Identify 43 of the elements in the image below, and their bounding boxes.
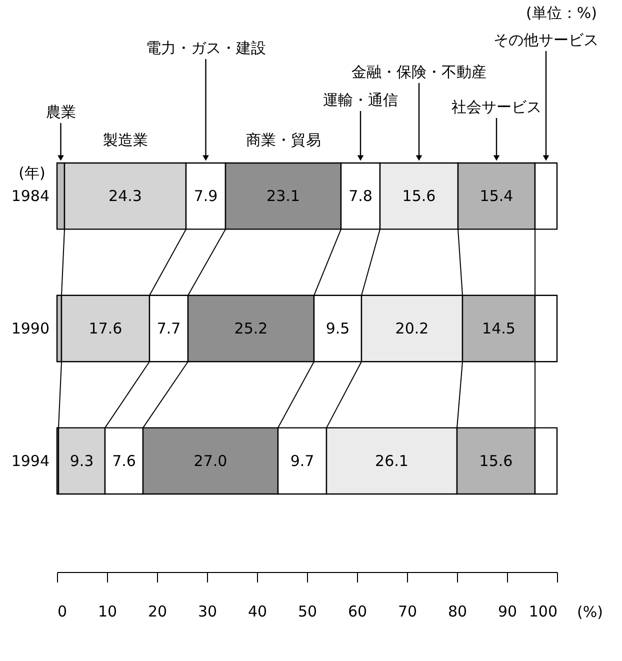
y-tick-label: 1984 [11,187,50,206]
data-label: 17.6 [88,320,122,338]
data-label: 24.3 [108,187,142,206]
data-label: 15.4 [480,187,514,206]
series-label: 商業・貿易 [246,131,321,149]
y-tick-label: 1990 [11,320,50,338]
data-label: 15.6 [479,452,513,470]
y-axis-title: (年) [18,164,46,182]
data-label: 25.2 [234,320,268,338]
data-label: 7.9 [194,187,218,206]
data-label: 7.8 [348,187,372,206]
x-tick-label: 10 [98,602,118,620]
text: 金融・保険・不動産 [352,63,486,81]
y-tick-label: 1994 [11,452,50,470]
data-label: 9.3 [70,452,94,470]
data-label: 9.5 [326,320,350,338]
x-tick-label: 60 [348,602,368,620]
text: 運輸・通信 [323,91,398,109]
text: 電力・ガス・建設 [146,39,266,57]
x-tick-label: 20 [148,602,168,620]
x-tick-label: 80 [448,602,468,620]
x-tick-label: 0 [58,602,68,620]
data-label: 7.7 [156,320,181,338]
data-label: 14.5 [482,320,516,338]
data-label: 9.7 [290,452,314,470]
data-label: 7.6 [112,452,136,470]
text: その他サービス [494,31,598,49]
x-axis-title: (%) [577,603,603,621]
text: 農業 [46,103,76,121]
text: (単位：%) [526,4,597,22]
data-label: 26.1 [375,452,408,470]
x-tick-label: 50 [298,602,318,620]
x-tick-label: 40 [248,602,268,620]
x-tick-label: 30 [198,602,218,620]
data-label: 15.6 [402,187,436,206]
data-label: 20.2 [395,320,429,338]
series-label: 製造業 [102,131,148,149]
text: 社会サービス [452,98,542,116]
data-label: 23.1 [266,187,300,206]
x-tick-label: 100 [528,602,558,620]
x-tick-label: 90 [498,602,518,620]
x-tick-label: 70 [398,602,418,620]
data-label: 27.0 [194,452,228,470]
